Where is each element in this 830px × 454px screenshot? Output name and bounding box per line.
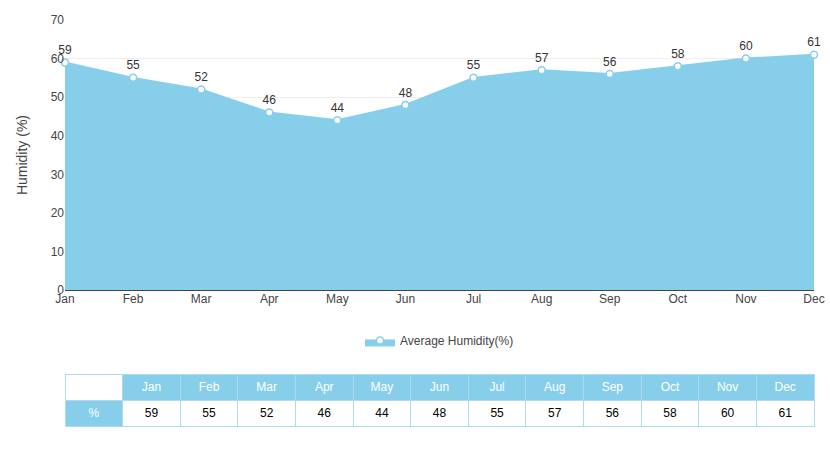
svg-text:Feb: Feb <box>123 292 144 306</box>
svg-text:Jan: Jan <box>55 292 74 306</box>
svg-text:Jan: Jan <box>142 380 161 394</box>
svg-text:56: 56 <box>603 55 617 69</box>
svg-text:55: 55 <box>467 58 481 72</box>
svg-text:20: 20 <box>51 206 65 220</box>
svg-text:50: 50 <box>51 90 65 104</box>
svg-text:Nov: Nov <box>717 380 738 394</box>
svg-text:Apr: Apr <box>260 292 279 306</box>
svg-text:Aug: Aug <box>531 292 552 306</box>
svg-text:May: May <box>326 292 349 306</box>
svg-text:52: 52 <box>260 406 274 420</box>
svg-text:44: 44 <box>375 406 389 420</box>
svg-text:Jul: Jul <box>489 380 504 394</box>
svg-text:59: 59 <box>145 406 159 420</box>
svg-text:Dec: Dec <box>775 380 796 394</box>
svg-text:57: 57 <box>535 51 549 65</box>
svg-text:10: 10 <box>51 245 65 259</box>
svg-text:Jun: Jun <box>430 380 449 394</box>
svg-text:30: 30 <box>51 168 65 182</box>
svg-text:48: 48 <box>399 86 413 100</box>
svg-text:Average Humidity(%): Average Humidity(%) <box>400 334 513 348</box>
svg-text:40: 40 <box>51 129 65 143</box>
svg-text:56: 56 <box>606 406 620 420</box>
svg-text:Feb: Feb <box>199 380 220 394</box>
svg-text:61: 61 <box>807 35 821 49</box>
svg-text:60: 60 <box>51 52 65 66</box>
svg-text:58: 58 <box>671 47 685 61</box>
svg-text:Oct: Oct <box>661 380 680 394</box>
svg-text:Jul: Jul <box>466 292 481 306</box>
svg-text:Apr: Apr <box>315 380 334 394</box>
svg-text:Jun: Jun <box>396 292 415 306</box>
svg-text:48: 48 <box>433 406 447 420</box>
svg-text:Mar: Mar <box>191 292 212 306</box>
svg-text:61: 61 <box>779 406 793 420</box>
svg-text:Aug: Aug <box>544 380 565 394</box>
svg-text:Dec: Dec <box>803 292 824 306</box>
svg-text:44: 44 <box>331 101 345 115</box>
svg-text:52: 52 <box>195 70 209 84</box>
svg-text:58: 58 <box>663 406 677 420</box>
svg-text:55: 55 <box>490 406 504 420</box>
svg-text:59: 59 <box>58 43 72 57</box>
svg-text:60: 60 <box>739 39 753 53</box>
svg-text:Sep: Sep <box>602 380 624 394</box>
svg-text:Mar: Mar <box>256 380 277 394</box>
svg-text:55: 55 <box>126 58 140 72</box>
svg-text:57: 57 <box>548 406 562 420</box>
svg-text:70: 70 <box>51 13 65 27</box>
svg-text:Sep: Sep <box>599 292 621 306</box>
svg-text:Nov: Nov <box>735 292 756 306</box>
svg-text:55: 55 <box>202 406 216 420</box>
svg-text:46: 46 <box>318 406 332 420</box>
svg-text:0: 0 <box>57 283 64 297</box>
svg-text:Oct: Oct <box>668 292 687 306</box>
svg-text:Humidity (%): Humidity (%) <box>14 115 30 195</box>
svg-text:46: 46 <box>263 93 277 107</box>
svg-text:60: 60 <box>721 406 735 420</box>
svg-text:May: May <box>371 380 394 394</box>
svg-text:%: % <box>88 406 99 420</box>
